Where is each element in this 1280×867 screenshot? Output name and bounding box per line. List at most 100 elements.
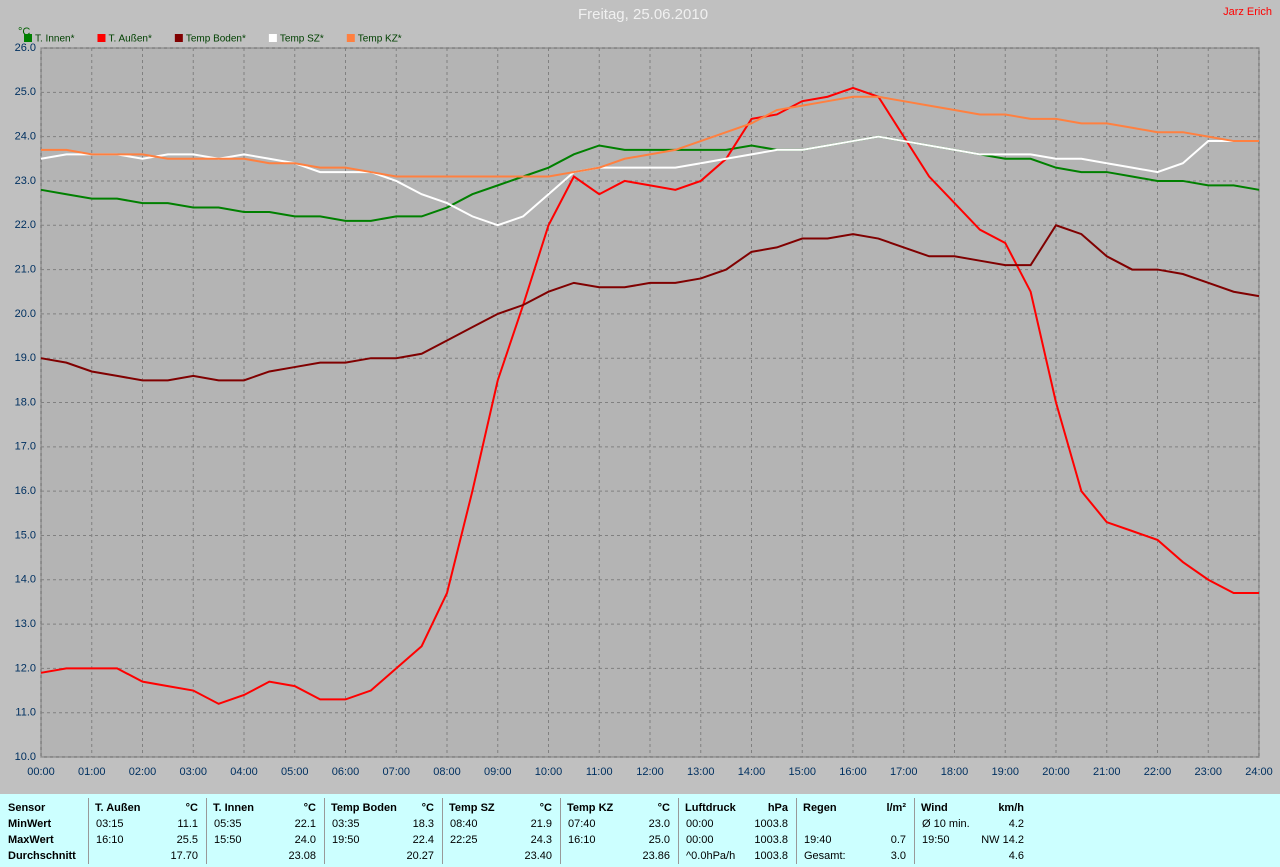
separator bbox=[914, 798, 915, 864]
y-tick-label: 18.0 bbox=[15, 396, 36, 408]
x-tick-label: 17:00 bbox=[890, 766, 918, 778]
separator bbox=[324, 798, 325, 864]
legend-swatch bbox=[174, 34, 183, 42]
series-line bbox=[40, 135, 1260, 222]
cell-value: 23.0 bbox=[648, 818, 670, 830]
cell-value: 23.86 bbox=[642, 850, 670, 862]
cell-value: 25.0 bbox=[648, 834, 670, 846]
x-tick-label: 09:00 bbox=[484, 766, 512, 778]
y-tick-label: 14.0 bbox=[15, 574, 36, 586]
cell-time: 15:50 bbox=[214, 834, 242, 846]
chart-title: Freitag, 25.06.2010 bbox=[578, 6, 708, 23]
series-line bbox=[40, 224, 1260, 382]
x-tick-label: 18:00 bbox=[941, 766, 969, 778]
legend-swatch bbox=[24, 34, 32, 42]
separator bbox=[560, 798, 561, 864]
separator bbox=[678, 798, 679, 864]
legend-label: Temp KZ* bbox=[358, 34, 402, 45]
row-label: MaxWert bbox=[8, 834, 54, 846]
cell-value: 20.27 bbox=[406, 850, 434, 862]
legend-label: T. Außen* bbox=[108, 34, 151, 45]
x-tick-label: 03:00 bbox=[179, 766, 207, 778]
x-tick-label: 05:00 bbox=[281, 766, 309, 778]
column-header: Luftdruck bbox=[685, 802, 736, 814]
cell-time: 16:10 bbox=[568, 834, 596, 846]
column-unit: °C bbox=[539, 802, 552, 814]
cell-time: 00:00 bbox=[686, 834, 714, 846]
y-tick-label: 19.0 bbox=[15, 352, 36, 364]
cell-time: Gesamt: bbox=[804, 850, 846, 862]
series-line bbox=[40, 135, 1259, 227]
separator bbox=[88, 798, 89, 864]
column-unit: °C bbox=[185, 802, 198, 814]
cell-time: 07:40 bbox=[568, 818, 596, 830]
cell-time: 16:10 bbox=[96, 834, 124, 846]
series-line bbox=[40, 86, 1259, 705]
author: Jarz Erich bbox=[1223, 6, 1272, 18]
column-header: Temp Boden bbox=[331, 802, 397, 814]
cell-time: 05:35 bbox=[214, 818, 242, 830]
row-label: Durchschnitt bbox=[8, 850, 76, 862]
x-tick-label: 01:00 bbox=[78, 766, 106, 778]
cell-value: NW 14.2 bbox=[981, 834, 1024, 846]
cell-value: 4.6 bbox=[1008, 850, 1024, 862]
cell-value: 18.3 bbox=[412, 818, 434, 830]
separator bbox=[206, 798, 207, 864]
cell-value: 1003.8 bbox=[754, 834, 788, 846]
cell-time: 22:25 bbox=[450, 834, 478, 846]
cell-time: 19:50 bbox=[922, 834, 950, 846]
y-tick-label: 13.0 bbox=[15, 618, 36, 630]
y-tick-label: 24.0 bbox=[15, 131, 36, 143]
legend-label: T. Innen* bbox=[35, 34, 75, 45]
y-tick-label: 12.0 bbox=[15, 662, 36, 674]
legend-label: Temp Boden* bbox=[186, 34, 246, 45]
x-tick-label: 12:00 bbox=[636, 766, 664, 778]
x-tick-label: 23:00 bbox=[1194, 766, 1222, 778]
column-unit: °C bbox=[657, 802, 670, 814]
column-header: Regen bbox=[803, 802, 837, 814]
y-tick-label: 21.0 bbox=[15, 263, 36, 275]
cell-value: 24.3 bbox=[530, 834, 552, 846]
x-tick-label: 10:00 bbox=[535, 766, 563, 778]
column-header: Temp KZ bbox=[567, 802, 614, 814]
cell-value: 22.1 bbox=[294, 818, 316, 830]
x-tick-label: 15:00 bbox=[788, 766, 816, 778]
y-tick-label: 15.0 bbox=[15, 529, 36, 541]
x-tick-label: 02:00 bbox=[129, 766, 157, 778]
column-unit: km/h bbox=[998, 802, 1024, 814]
cell-value: 1003.8 bbox=[754, 818, 788, 830]
cell-value: 21.9 bbox=[530, 818, 552, 830]
cell-time: 03:15 bbox=[96, 818, 124, 830]
cell-time: 19:50 bbox=[332, 834, 360, 846]
cell-value: 23.08 bbox=[288, 850, 316, 862]
row-label: Sensor bbox=[8, 802, 46, 814]
column-unit: °C bbox=[421, 802, 434, 814]
x-tick-label: 04:00 bbox=[230, 766, 258, 778]
x-tick-label: 13:00 bbox=[687, 766, 715, 778]
x-tick-label: 07:00 bbox=[382, 766, 410, 778]
chart: Freitag, 25.06.2010 Jarz Erich °C 10.011… bbox=[15, 6, 1273, 778]
y-tick-label: 23.0 bbox=[15, 175, 36, 187]
cell-time: Ø 10 min. bbox=[922, 818, 970, 830]
column-header: Wind bbox=[921, 802, 948, 814]
cell-time: 19:40 bbox=[804, 834, 832, 846]
cell-value: 4.2 bbox=[1008, 818, 1024, 830]
y-tick-label: 10.0 bbox=[15, 751, 36, 763]
y-tick-label: 22.0 bbox=[15, 219, 36, 231]
x-tick-label: 14:00 bbox=[738, 766, 766, 778]
x-tick-label: 06:00 bbox=[332, 766, 360, 778]
x-tick-label: 22:00 bbox=[1144, 766, 1172, 778]
cell-time: 08:40 bbox=[450, 818, 478, 830]
cell-value: 25.5 bbox=[176, 834, 198, 846]
separator bbox=[442, 798, 443, 864]
cell-value: 0.7 bbox=[890, 834, 906, 846]
cell-value: 11.1 bbox=[177, 818, 198, 830]
x-tick-label: 21:00 bbox=[1093, 766, 1121, 778]
x-tick-label: 11:00 bbox=[586, 766, 613, 778]
x-tick-label: 20:00 bbox=[1042, 766, 1070, 778]
column-unit: hPa bbox=[767, 802, 788, 814]
y-tick-label: 20.0 bbox=[15, 308, 36, 320]
column-unit: l/m² bbox=[886, 802, 906, 814]
y-tick-label: 17.0 bbox=[15, 441, 36, 453]
